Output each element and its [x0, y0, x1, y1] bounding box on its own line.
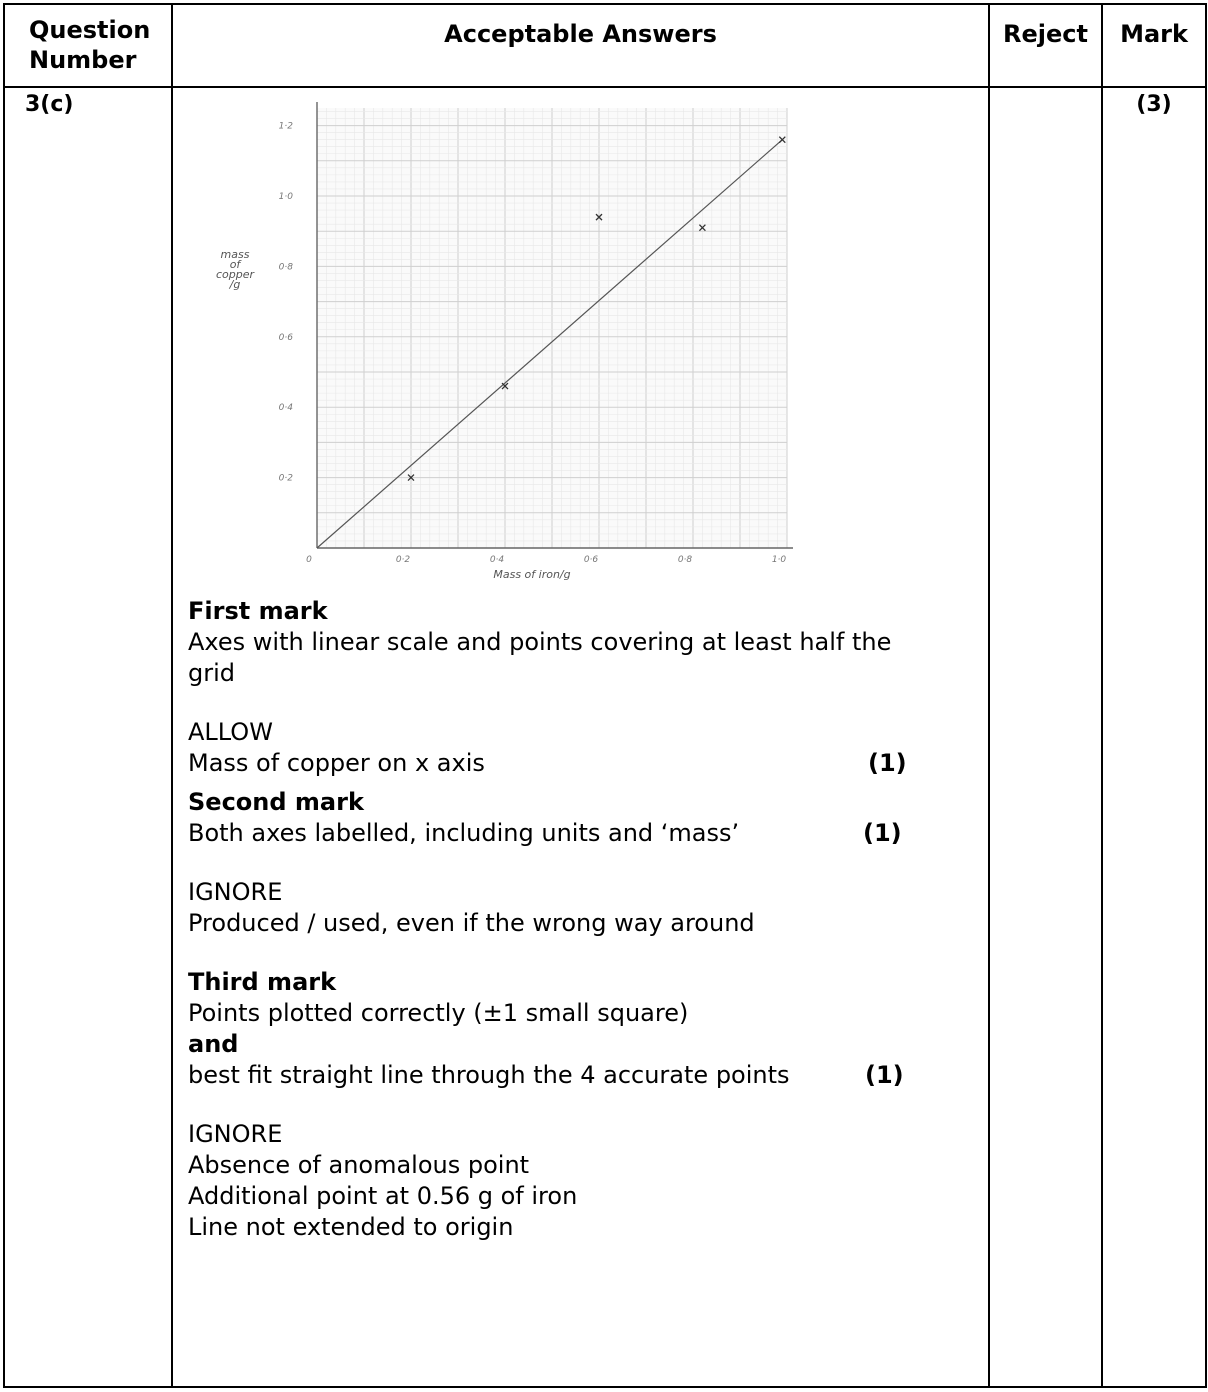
x-tick-label: 0·4 [490, 555, 505, 565]
mark-cell: (3) [1101, 86, 1207, 1388]
header-mark: Mark [1101, 3, 1207, 88]
allow-text: Mass of copper on x axis [188, 749, 485, 777]
third-mark-value: (1) [865, 1061, 904, 1089]
allow-row: Mass of copper on x axis (1) [188, 748, 988, 779]
x-axis-label: Mass of iron/g [493, 568, 570, 581]
second-mark-text: Both axes labelled, including units and … [188, 819, 740, 847]
y-tick-label: 0·4 [279, 403, 294, 413]
y-tick-label: 0·2 [279, 474, 294, 484]
ignore-text-1: Produced / used, even if the wrong way a… [188, 909, 755, 937]
y-axis-label: /g [229, 278, 241, 291]
x-tick-label: 0·2 [396, 555, 411, 565]
ignore-item: Additional point at 0.56 g of iron [188, 1182, 578, 1210]
header-question-number: Question Number [3, 3, 173, 88]
reject-cell [988, 86, 1103, 1388]
header-reject: Reject [988, 3, 1103, 88]
third-mark-and: and [188, 1030, 239, 1058]
question-number-cell: 3(c) [3, 86, 173, 1388]
third-mark-row: best fit straight line through the 4 acc… [188, 1060, 988, 1091]
first-mark-heading: First mark [188, 597, 328, 625]
x-tick-label: 0·8 [678, 555, 693, 565]
data-point [698, 224, 706, 232]
third-mark-heading: Third mark [188, 968, 337, 996]
acceptable-answers-cell: 1·2 1·0 0·8 0·6 0·4 0·2 0 0·2 0·4 0·6 0·8 1·0 mass of… [171, 86, 990, 1388]
third-mark-text-2: best fit straight line through the 4 acc… [188, 1061, 790, 1089]
first-mark-text-2: grid [188, 659, 236, 687]
third-mark-text-1: Points plotted correctly (±1 small squar… [188, 999, 689, 1027]
data-point [595, 213, 603, 221]
y-tick-label: 1·0 [279, 192, 294, 202]
y-axis-label: of [230, 258, 243, 271]
y-axis-label: mass [221, 248, 250, 261]
second-mark-row: Both axes labelled, including units and … [188, 818, 988, 849]
mark-scheme-table: Question Number Acceptable Answers Rejec… [3, 3, 1207, 1388]
header-row: Question Number Acceptable Answers Rejec… [3, 3, 1207, 88]
best-fit-line [316, 139, 783, 549]
ignore-item: Line not extended to origin [188, 1213, 514, 1241]
ignore-item: Absence of anomalous point [188, 1151, 530, 1179]
second-mark-heading: Second mark [188, 788, 364, 816]
first-mark-text-1: Axes with linear scale and points coveri… [188, 628, 892, 656]
data-point [778, 136, 786, 144]
graph-image: 1·2 1·0 0·8 0·6 0·4 0·2 0 0·2 0·4 0·6 0·8 1·0 mass of… [193, 88, 803, 594]
ignore-label-1: IGNORE [188, 878, 283, 906]
graph-svg: 1·2 1·0 0·8 0·6 0·4 0·2 0 0·2 0·4 0·6 0·8 1·0 massof… [216, 102, 793, 581]
y-tick-label: 0·8 [279, 262, 294, 272]
allow-label: ALLOW [188, 718, 273, 746]
data-point [407, 474, 415, 482]
first-mark-value: (1) [868, 749, 907, 777]
y-tick-label: 0·6 [279, 333, 294, 343]
data-point [501, 382, 509, 390]
header-acceptable-answers: Acceptable Answers [171, 3, 990, 88]
ignore-label-2: IGNORE [188, 1120, 283, 1148]
x-tick-label: 1·0 [772, 555, 787, 565]
x-tick-label: 0·6 [584, 555, 599, 565]
second-mark-value: (1) [863, 819, 902, 847]
y-axis-label: copper [216, 268, 256, 281]
answer-row: 3(c) 1·2 1·0 0·8 0·6 0·4 0·2 0 0·2 0·4 0·6 0·8 1·0 m… [3, 86, 1207, 1388]
x-tick-label: 0 [306, 555, 312, 565]
y-tick-label: 1·2 [279, 122, 294, 132]
